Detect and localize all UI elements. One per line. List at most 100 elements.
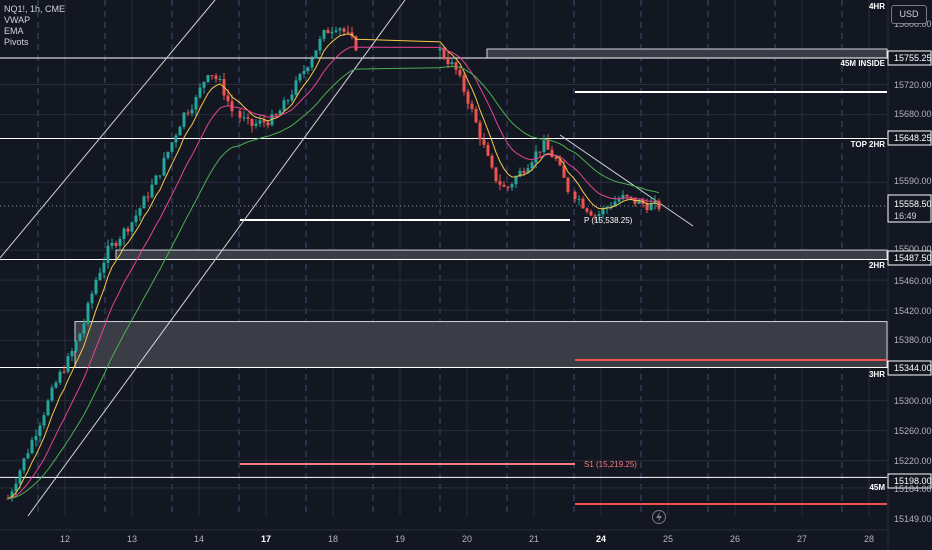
x-tick-label: 12 <box>60 534 70 544</box>
candle-body <box>625 194 629 197</box>
candle-body <box>649 203 653 211</box>
candle-body <box>589 211 593 216</box>
level-price-label: 15487.50 <box>894 253 932 263</box>
candle-body <box>26 453 30 459</box>
candle-body <box>294 80 298 95</box>
candle-body <box>290 94 294 101</box>
candle-body <box>601 208 605 215</box>
candle-body <box>182 112 186 127</box>
candle-body <box>546 140 550 150</box>
level-label: 3HR <box>869 370 885 379</box>
level-price-box <box>887 50 932 66</box>
candle-body <box>178 126 182 136</box>
candle-body <box>174 135 178 143</box>
candle-body <box>585 208 589 212</box>
candle-body <box>490 155 494 168</box>
candle-body <box>206 75 210 82</box>
candle-body <box>66 356 70 372</box>
candle-body <box>534 151 538 163</box>
candle-body <box>114 242 118 246</box>
candle-body <box>314 50 318 59</box>
bar-countdown: 16:49 <box>894 211 917 221</box>
candle-body <box>30 440 34 454</box>
x-tick-label: 14 <box>194 534 204 544</box>
candle-body <box>454 62 458 70</box>
candle-body <box>641 200 645 204</box>
chart-legend: NQ1!, 1h, CME VWAP EMA Pivots <box>4 4 65 48</box>
candle-body <box>42 415 46 426</box>
candle-body <box>566 177 570 192</box>
currency-button[interactable]: USD <box>891 5 927 24</box>
candle-body <box>86 303 90 324</box>
symbol-title[interactable]: NQ1!, 1h, CME <box>4 4 66 14</box>
candle-body <box>98 272 102 281</box>
trendline-descending <box>559 134 694 227</box>
candle-body <box>58 371 62 383</box>
candle-body <box>334 30 338 32</box>
candle-body <box>354 36 358 51</box>
x-tick-label: 27 <box>797 534 807 544</box>
candle-body <box>621 194 625 199</box>
candle-body <box>462 75 466 92</box>
candle-body <box>330 31 334 34</box>
candle-body <box>282 100 286 111</box>
candle-body <box>442 48 446 59</box>
indicator-ema[interactable]: EMA <box>4 26 24 36</box>
candle-body <box>482 139 486 145</box>
candle-body <box>214 75 218 80</box>
candle-body <box>274 114 278 116</box>
x-tick-label: 25 <box>663 534 673 544</box>
y-tick-label: 15149.00 <box>894 514 932 524</box>
x-tick-label: 28 <box>864 534 874 544</box>
candle-body <box>190 109 194 114</box>
candle-body <box>554 157 558 160</box>
candle-body <box>526 168 530 174</box>
candle-body <box>154 175 158 185</box>
level-price-box <box>887 360 932 376</box>
candle-body <box>54 382 58 388</box>
candle-body <box>242 117 246 119</box>
candle-body <box>162 157 166 176</box>
x-tick-label: 19 <box>395 534 405 544</box>
x-tick-label: 13 <box>127 534 137 544</box>
x-tick-label: 17 <box>261 534 271 544</box>
candle-body <box>186 112 190 114</box>
x-tick-label: 21 <box>529 534 539 544</box>
candle-body <box>498 181 502 185</box>
candle-body <box>130 222 134 232</box>
candle-body <box>166 151 170 158</box>
y-tick-label: 15500.00 <box>894 244 932 254</box>
level-price-label: 15755.25 <box>894 53 932 63</box>
candle-body <box>74 341 78 352</box>
x-tick-label: 26 <box>730 534 740 544</box>
candle-body <box>474 109 478 123</box>
candle-body <box>198 87 202 98</box>
event-icon-ring <box>652 510 666 524</box>
x-tick-label: 24 <box>596 534 606 544</box>
candle-body <box>262 120 266 123</box>
candle-body <box>258 120 262 124</box>
indicator-vwap[interactable]: VWAP <box>4 15 31 25</box>
candle-body <box>577 198 581 200</box>
indicator-pivots[interactable]: Pivots <box>4 37 29 47</box>
candle-body <box>326 30 330 34</box>
candle-body <box>593 215 597 217</box>
event-lightning-icon[interactable] <box>652 510 666 524</box>
pivot-p-label: P (15,538.25) <box>584 216 633 225</box>
candle-body <box>478 122 482 140</box>
y-tick-label: 15260.00 <box>894 426 932 436</box>
candle-body <box>62 371 66 373</box>
candle-body <box>106 245 110 263</box>
candle-body <box>134 215 138 223</box>
candle-body <box>250 118 254 126</box>
level-price-box <box>887 250 932 266</box>
y-tick-label: 15220.00 <box>894 456 932 466</box>
candle-body <box>146 196 150 198</box>
candle-body <box>50 387 54 401</box>
candle-body <box>653 200 657 204</box>
candle-body <box>581 198 585 209</box>
candle-body <box>34 435 38 441</box>
y-tick-label: 15590.00 <box>894 176 932 186</box>
candle-body <box>270 114 274 126</box>
